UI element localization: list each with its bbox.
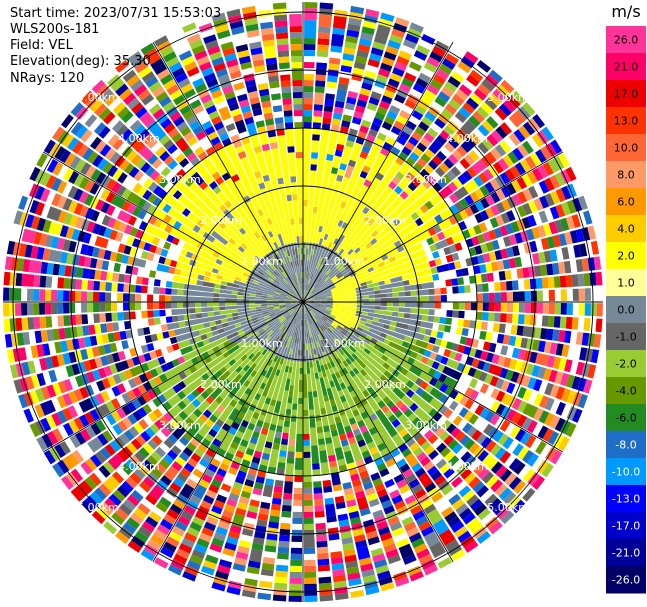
range-label-1-2: 1.00km xyxy=(323,255,365,268)
range-grid xyxy=(3,2,603,602)
range-label-1-4: 1.00km xyxy=(323,337,365,350)
range-label-1-3: 1.00km xyxy=(241,337,283,350)
range-label-3-1: 3.00km xyxy=(159,173,201,186)
range-label-3-4: 3.00km xyxy=(405,419,447,432)
azimuth-spoke-3 xyxy=(302,151,564,303)
start-time-label: Start time: 2023/07/31 15:53:03 xyxy=(10,6,222,21)
range-label-2-3: 2.00km xyxy=(200,378,242,391)
range-label-2-2: 2.00km xyxy=(364,214,406,227)
nrays-label: NRays: 120 xyxy=(10,71,85,86)
range-label-2-1: 2.00km xyxy=(200,214,242,227)
range-label-5-2: 5.00km xyxy=(487,91,529,104)
azimuth-spoke-2 xyxy=(302,41,454,303)
azimuth-spoke-6 xyxy=(302,301,454,563)
azimuth-spoke-9 xyxy=(42,301,304,453)
range-label-3-2: 3.00km xyxy=(405,173,447,186)
range-label-5-1: 5.00km xyxy=(77,91,119,104)
range-label-2-4: 2.00km xyxy=(364,378,406,391)
azimuth-spoke-5 xyxy=(302,301,564,453)
range-label-5-3: 5.00km xyxy=(77,501,119,514)
range-labels: 1.00km 1.00km 1.00km 1.00km 2.00km 2.00km 2.00… xyxy=(77,91,529,514)
range-label-4-3: 4.00km xyxy=(118,460,160,473)
instrument-label: WLS200s-181 xyxy=(10,22,100,37)
elevation-label: Elevation(deg): 35.30 xyxy=(10,54,151,69)
field-label: Field: VEL xyxy=(10,38,73,53)
azimuth-spoke-12 xyxy=(152,41,304,303)
velocity-bin-group-16 xyxy=(9,23,572,566)
range-label-4-2: 4.00km xyxy=(446,132,488,145)
azimuth-spoke-8 xyxy=(152,301,304,563)
range-label-4-4: 4.00km xyxy=(446,460,488,473)
azimuth-spoke-11 xyxy=(42,151,304,303)
range-label-5-4: 5.00km xyxy=(487,501,529,514)
range-label-1-1: 1.00km xyxy=(241,255,283,268)
range-label-4-1: 4.00km xyxy=(118,132,160,145)
range-label-3-3: 3.00km xyxy=(159,419,201,432)
